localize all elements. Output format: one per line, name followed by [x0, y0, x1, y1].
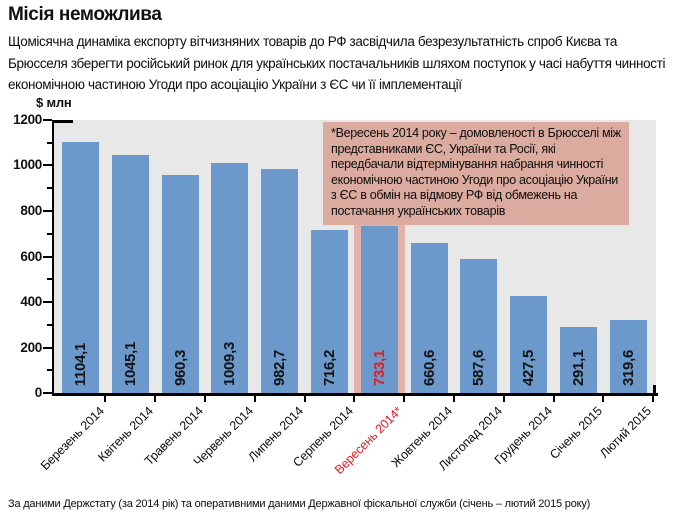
bar-value-wrap: 960,3 [162, 350, 199, 386]
bar-9: 587,6 [460, 259, 498, 393]
bar-value-label: 1009,3 [221, 341, 239, 386]
bar-value-label: 1045,1 [121, 341, 139, 386]
y-axis-label-400: 400 [20, 294, 42, 309]
bar-value-wrap: 733,1 [361, 350, 398, 386]
bar-8: 660,6 [410, 243, 448, 393]
bar-value-label: 291,1 [570, 349, 587, 386]
bar-3: 960,3 [161, 175, 199, 393]
y-major-tick [43, 119, 52, 121]
source-note: За даними Держстату (за 2014 рік) та опе… [8, 498, 591, 510]
x-tick [303, 396, 306, 402]
bar-5: 982,7 [261, 169, 299, 393]
x-tick [353, 396, 356, 402]
bar-10: 427,5 [510, 296, 548, 393]
x-axis-end-tick [653, 385, 656, 393]
x-tick [453, 396, 455, 402]
y-minor-tick [47, 142, 52, 144]
bar-value-label: 960,3 [171, 349, 189, 386]
y-axis-label-1200: 1200 [13, 112, 42, 127]
y-major-tick [43, 392, 52, 394]
bar-7: 733,1 [360, 226, 398, 393]
bar-4: 1009,3 [211, 163, 249, 393]
bar-1: 1104,1 [62, 142, 99, 393]
y-axis-unit-label: $ млн [36, 95, 72, 110]
y-axis-top-cap [52, 120, 73, 123]
bar-value-wrap: 319,6 [610, 350, 647, 386]
bar-12: 319,6 [609, 320, 647, 393]
bar-value-wrap: 1104,1 [62, 343, 99, 386]
x-tick [602, 396, 605, 402]
x-tick [154, 396, 157, 402]
y-axis-line [52, 120, 54, 396]
bar-value-label: 587,6 [470, 349, 488, 386]
bar-value-label: 716,2 [321, 349, 338, 386]
y-major-tick [43, 301, 52, 303]
bar-value-label: 1104,1 [72, 342, 89, 386]
bar-value-wrap: 1045,1 [112, 342, 149, 386]
bar-value-label: 427,5 [520, 349, 538, 386]
y-axis-label-200: 200 [20, 340, 42, 355]
y-minor-tick [47, 369, 52, 371]
chart-subtitle: Щомісячна динаміка експорту вітчизняних … [8, 34, 666, 92]
bar-value-label: 660,6 [420, 349, 438, 386]
y-major-tick [43, 210, 52, 212]
bar-chart: 1104,1 1045,1 960,3 1009,3 982,7 716,2 733,1 66… [13, 112, 658, 477]
x-tick [253, 396, 256, 402]
bar-11: 291,1 [560, 327, 597, 393]
bar-2: 1045,1 [111, 155, 149, 393]
y-axis-label-1000: 1000 [13, 157, 42, 172]
x-tick [403, 396, 406, 402]
bar-value-wrap: 982,7 [261, 350, 298, 386]
september-annotation-box: *Вересень 2014 року – домовленості в Брю… [323, 122, 629, 225]
y-axis-label-600: 600 [20, 249, 42, 264]
y-major-tick [43, 256, 52, 258]
bar-value-label: 733,1 [370, 349, 388, 386]
x-axis-line [52, 393, 658, 396]
x-tick [502, 396, 505, 402]
x-tick [104, 396, 107, 402]
bar-value-wrap: 716,2 [311, 350, 348, 386]
y-minor-tick [47, 187, 52, 189]
y-major-tick [43, 347, 52, 349]
y-minor-tick [47, 324, 52, 326]
y-major-tick [43, 164, 52, 166]
y-minor-tick [47, 278, 52, 280]
y-minor-tick [47, 233, 52, 235]
bar-value-wrap: 291,1 [560, 350, 597, 386]
bar-value-wrap: 1009,3 [211, 342, 248, 386]
bar-value-label: 982,7 [271, 349, 289, 386]
page-title: Місія неможлива [8, 4, 162, 25]
bar-value-wrap: 427,5 [510, 350, 547, 386]
x-tick [552, 396, 555, 402]
y-axis-label-800: 800 [20, 203, 42, 218]
y-axis-label-0: 0 [34, 385, 43, 400]
x-tick [652, 396, 655, 402]
bar-6: 716,2 [311, 230, 348, 393]
bar-value-label: 319,6 [619, 349, 637, 386]
x-tick [204, 396, 206, 402]
bar-value-wrap: 660,6 [411, 350, 448, 386]
bar-value-wrap: 587,6 [460, 350, 497, 386]
